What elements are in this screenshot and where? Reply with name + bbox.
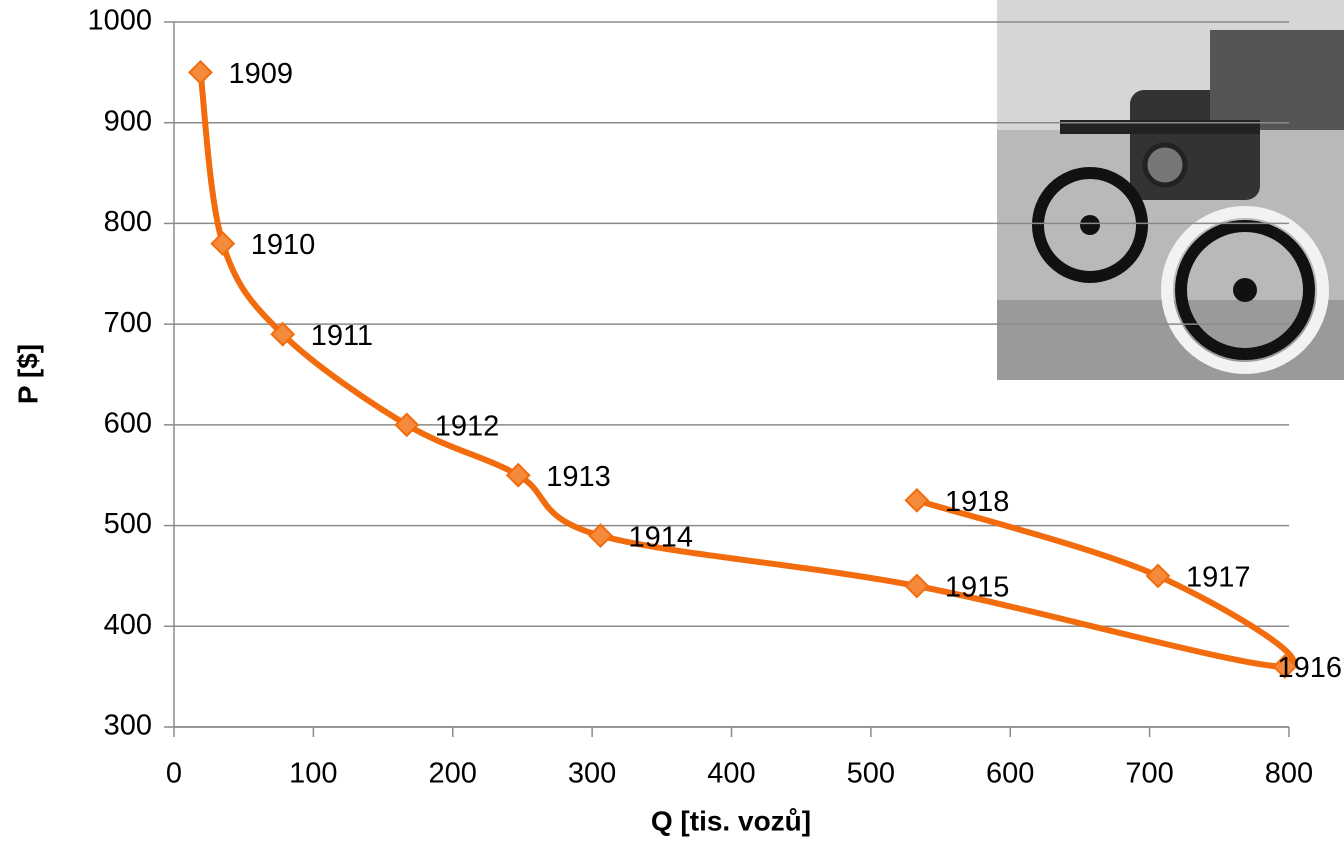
x-tick-label: 600 <box>986 758 1034 790</box>
y-tick-label: 1000 <box>87 5 152 37</box>
y-tick-label: 800 <box>104 206 152 238</box>
point-label: 1912 <box>435 411 500 443</box>
y-tick-label: 300 <box>104 710 152 742</box>
point-label: 1913 <box>546 461 611 493</box>
point-label: 1916 <box>1277 652 1342 684</box>
x-tick-label: 800 <box>1265 758 1313 790</box>
point-marker <box>1147 565 1169 587</box>
car-photo <box>997 0 1344 380</box>
x-tick-label: 0 <box>166 758 182 790</box>
x-tick-label: 100 <box>289 758 337 790</box>
y-tick-label: 900 <box>104 105 152 137</box>
point-marker <box>189 61 211 83</box>
y-tick-label: 400 <box>104 609 152 641</box>
y-tick-label: 600 <box>104 408 152 440</box>
x-tick-label: 700 <box>1125 758 1173 790</box>
chart: Q [tis. vozů] P [$] 300 400 500 600 700 800 90… <box>0 0 1344 845</box>
point-marker <box>906 575 928 597</box>
y-tick-label: 500 <box>104 508 152 540</box>
x-tick-label: 200 <box>429 758 477 790</box>
x-tick-label: 300 <box>568 758 616 790</box>
point-marker <box>906 489 928 511</box>
point-label: 1910 <box>251 229 316 261</box>
point-label: 1911 <box>311 320 373 352</box>
x-tick-label: 500 <box>847 758 895 790</box>
point-label: 1915 <box>945 572 1010 604</box>
point-label: 1918 <box>945 486 1010 518</box>
point-marker <box>589 525 611 547</box>
y-tick-label: 700 <box>104 307 152 339</box>
x-axis-title: Q [tis. vozů] <box>651 805 811 836</box>
x-tick-label: 400 <box>707 758 755 790</box>
y-axis-title: P [$] <box>12 344 43 404</box>
point-marker <box>212 233 234 255</box>
point-label: 1917 <box>1186 562 1251 594</box>
point-label: 1909 <box>228 58 293 90</box>
point-label: 1914 <box>628 521 693 553</box>
